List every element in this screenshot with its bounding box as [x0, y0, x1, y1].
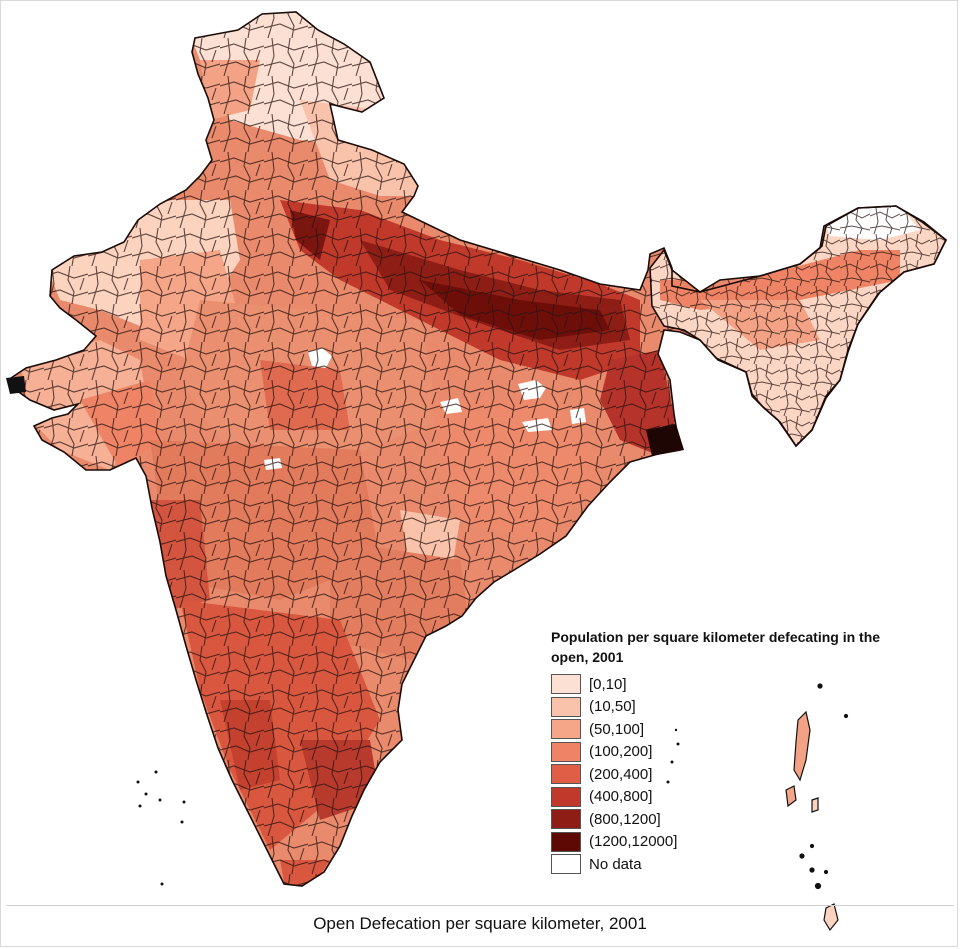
legend-item: (10,50] [551, 696, 911, 719]
figure-caption: Open Defecation per square kilometer, 20… [313, 914, 647, 933]
andaman-nicobar-islands [785, 683, 849, 932]
map-legend: Population per square kilometer defecati… [551, 627, 911, 876]
legend-item: No data [551, 853, 911, 876]
legend-item: [0,10] [551, 673, 911, 696]
legend-swatch [551, 809, 581, 830]
legend-swatch [551, 696, 581, 717]
legend-label: (50,100] [589, 720, 645, 738]
caption-bar: Open Defecation per square kilometer, 20… [6, 905, 954, 942]
legend-label: (100,200] [589, 743, 653, 761]
legend-item: (50,100] [551, 718, 911, 741]
legend-swatch [551, 719, 581, 740]
legend-item: (800,1200] [551, 808, 911, 831]
legend-label: No data [589, 855, 642, 873]
legend-label: (400,800] [589, 788, 653, 806]
legend-item: (1200,12000] [551, 831, 911, 854]
coastal-islands [666, 728, 680, 784]
legend-swatch [551, 854, 581, 875]
legend-label: (10,50] [589, 698, 636, 716]
legend-swatch [551, 786, 581, 807]
legend-swatch [551, 831, 581, 852]
lakshadweep-islands [136, 770, 186, 886]
legend-items: [0,10] (10,50] (50,100] (100,200] (200,4… [551, 673, 911, 876]
legend-label: [0,10] [589, 675, 627, 693]
kutch-nodata-patch [6, 376, 26, 394]
legend-item: (400,800] [551, 786, 911, 809]
northeast-districts [650, 206, 946, 446]
legend-label: (800,1200] [589, 810, 661, 828]
legend-label: (200,400] [589, 765, 653, 783]
legend-swatch [551, 741, 581, 762]
sundarbans-patch [646, 424, 684, 456]
legend-label: (1200,12000] [589, 833, 678, 851]
legend-swatch [551, 674, 581, 695]
legend-title: Population per square kilometer defecati… [551, 629, 881, 665]
legend-item: (200,400] [551, 763, 911, 786]
legend-item: (100,200] [551, 741, 911, 764]
legend-swatch [551, 764, 581, 785]
